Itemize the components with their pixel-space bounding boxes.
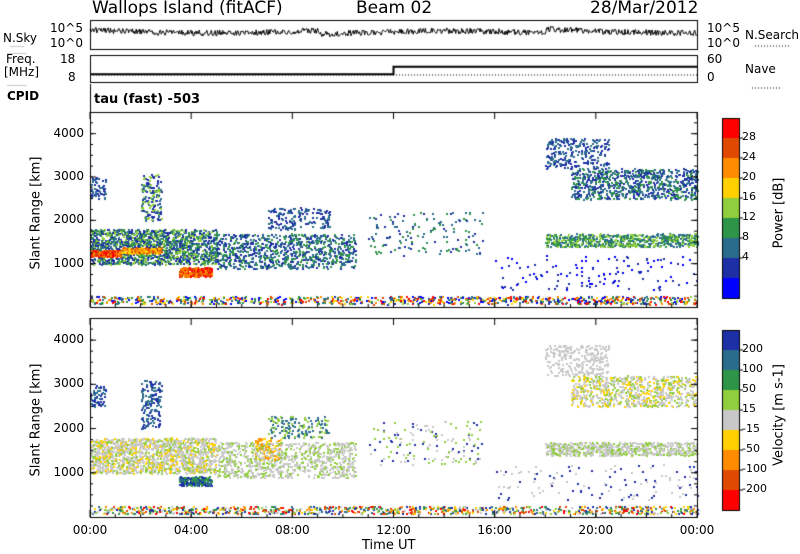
velocity-colorbar-tick-label: -200 [742,482,767,495]
power-colorbar-tick-label: 8 [742,230,749,243]
velocity-colorbar-tick-label: -100 [742,462,767,475]
velocity-colorbar-tick-label: 100 [742,362,763,375]
noise-sky-label: N.Sky [3,31,38,45]
freq-label-line2: [MHz] [4,65,40,79]
freq-right-tick-bottom: 0 [707,70,715,84]
velocity-colorbar-tick-label: -50 [742,442,760,455]
x-tick-label: 16:00 [477,523,512,537]
power-colorbar-tick-label: 20 [742,170,756,183]
date-title: 28/Mar/2012 [590,0,699,18]
noise-right-tick-bottom: 10^0 [707,36,740,50]
x-tick-label: 12:00 [376,523,411,537]
freq-right-tick-top: 60 [707,52,723,66]
y-tick-label: 3000 [53,169,84,183]
noise-left-tick-top: 10^5 [50,21,83,35]
x-tick-label: 08:00 [275,523,310,537]
power-colorbar-tick-label: 28 [742,130,756,143]
power-colorbar-tick-label: 4 [742,250,749,263]
power-colorbar-label: Power [dB] [771,177,787,249]
y-tick-label: 1000 [53,464,84,479]
freq-left-tick-bottom: 8 [68,70,76,84]
nave-label: Nave [745,62,776,76]
velocity-y-axis-label: Slant Range [km] [28,363,44,477]
velocity-colorbar-tick-label: 50 [742,382,756,395]
y-tick-label: 4000 [53,125,84,140]
velocity-colorbar-tick-label: -15 [742,422,760,435]
noise-search-label: N.Search [745,28,800,42]
power-y-axis-label: Slant Range [km] [28,156,44,270]
velocity-colorbar-label: Velocity [m s-1] [771,364,787,466]
x-tick-label: 00:00 [72,523,108,537]
noise-right-tick-top: 10^5 [707,21,740,35]
power-colorbar-tick-label: 12 [742,210,756,223]
x-tick-label: 04:00 [173,523,209,537]
x-tick-label: 20:00 [578,523,614,537]
beam-title: Beam 02 [356,0,433,18]
station-title: Wallops Island (fitACF) [92,0,283,18]
noise-left-tick-bottom: 10^0 [50,36,83,50]
y-tick-label: 4000 [53,332,84,347]
power-colorbar-tick-label: 24 [742,150,756,163]
cpid-label: CPID [7,89,40,103]
velocity-colorbar-tick-label: 200 [742,342,763,355]
freq-left-tick-top: 18 [60,52,76,66]
x-axis-label: Time UT [362,538,416,553]
y-tick-label: 1000 [53,255,84,270]
freq-label-line1: Freq. [6,52,36,66]
y-tick-label: 3000 [53,376,84,391]
y-tick-label: 2000 [53,420,84,435]
x-tick-label: 00:00 [679,523,715,537]
velocity-colorbar-tick-label: 15 [742,402,756,415]
power-colorbar-tick-label: 16 [742,190,756,203]
y-tick-label: 2000 [53,212,84,227]
cpid-mode-text: tau (fast) -503 [94,92,201,107]
